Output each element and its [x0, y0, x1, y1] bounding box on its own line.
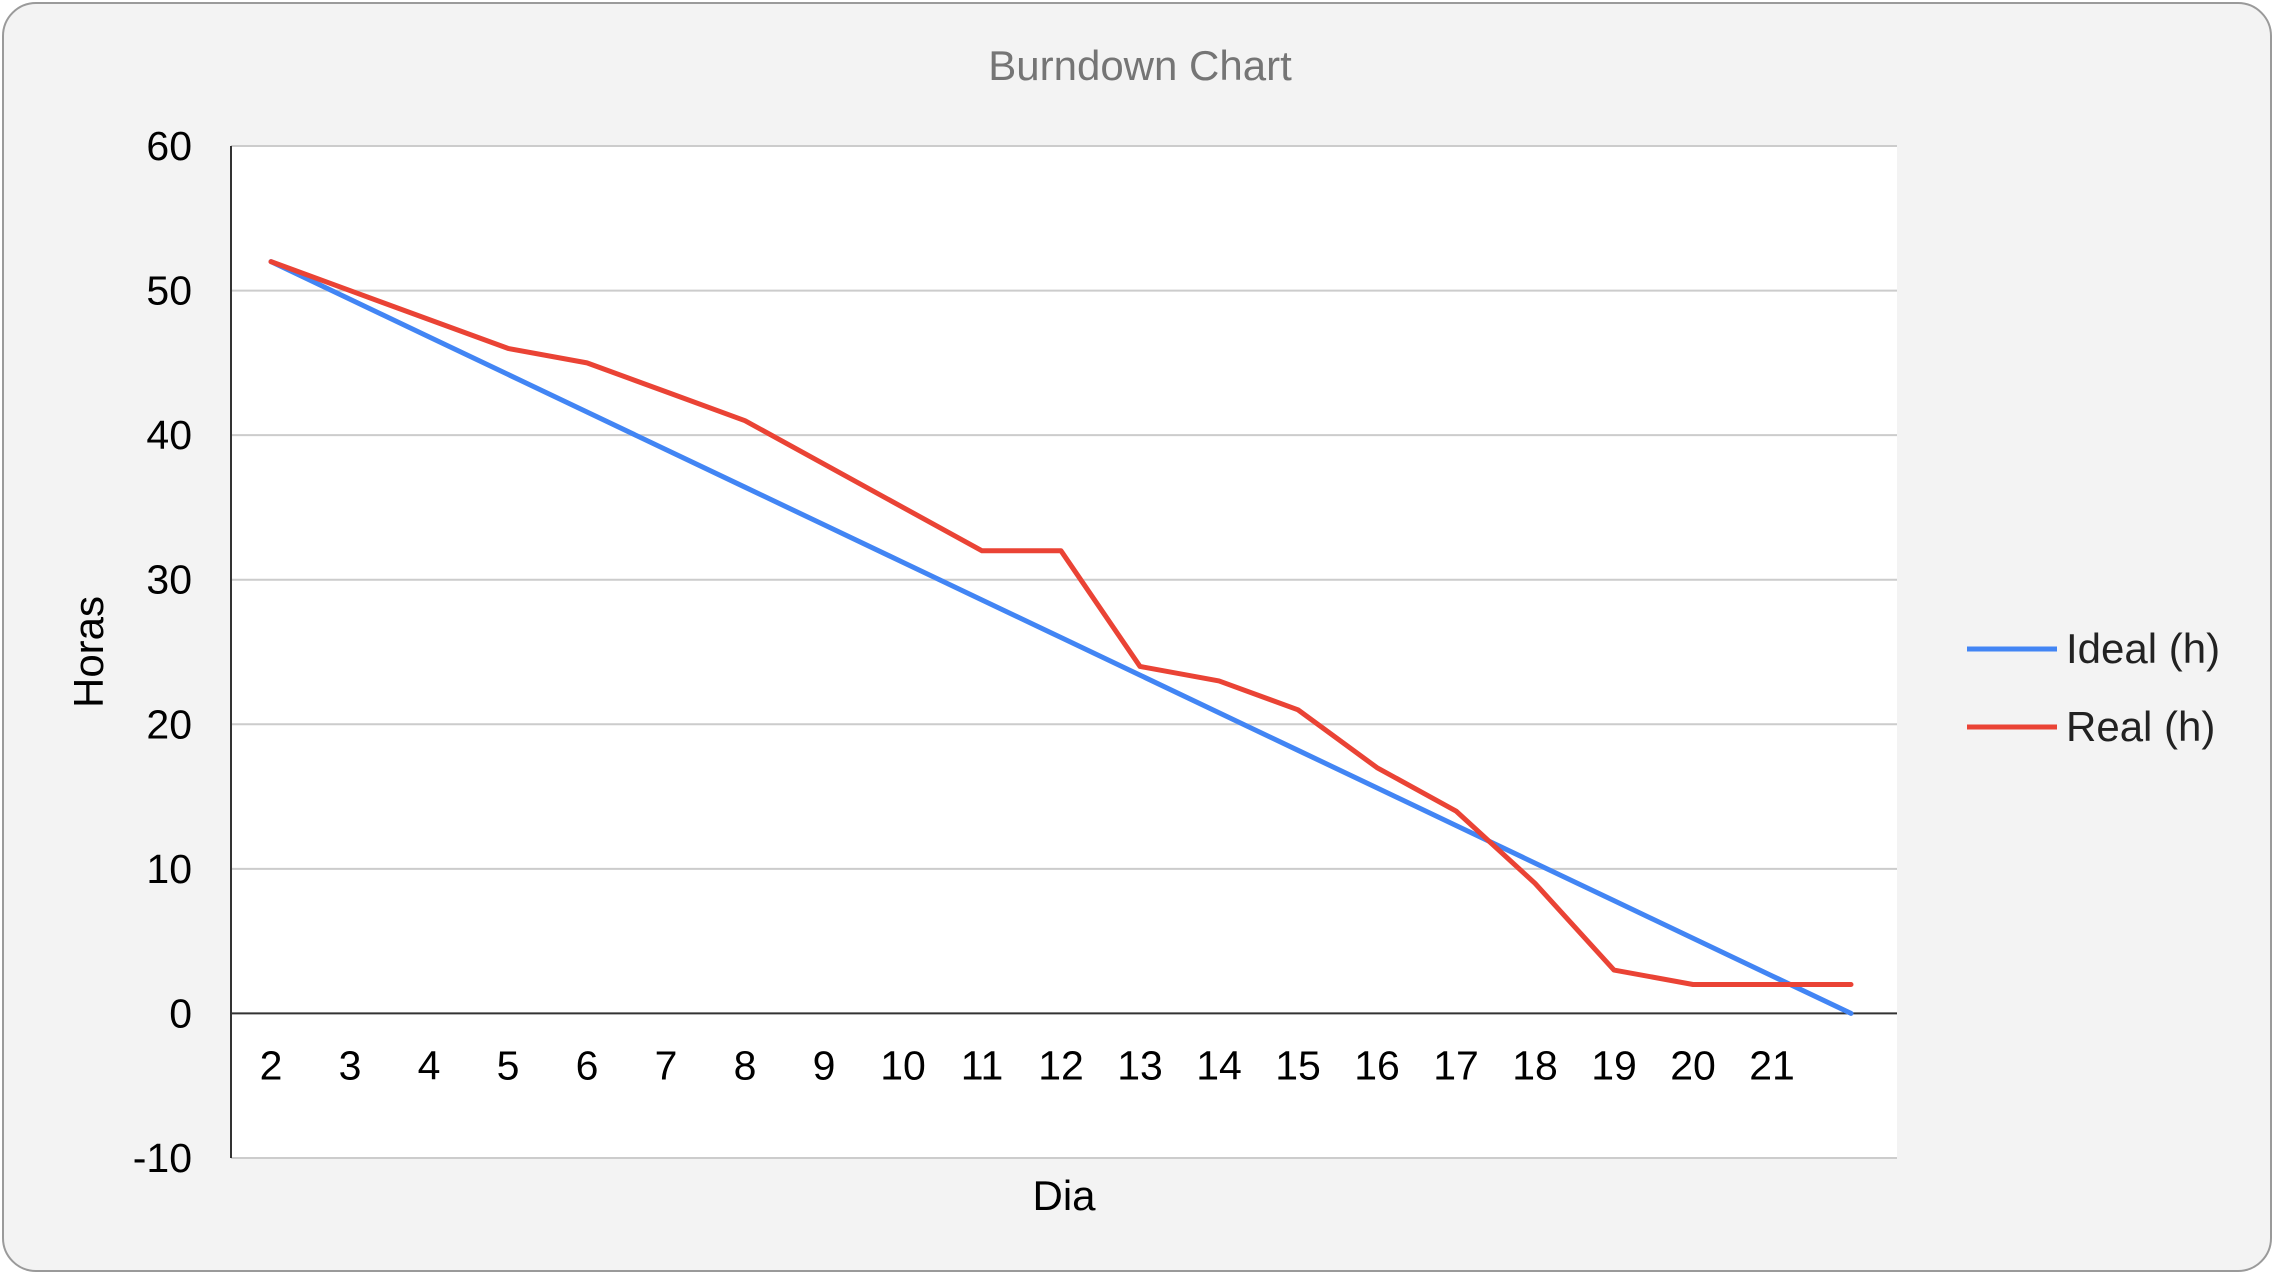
grid-lines: [230, 145, 1897, 1159]
x-tick-label: 21: [1749, 1042, 1795, 1088]
plot-area: [231, 146, 1897, 1158]
x-tick-label: 6: [576, 1042, 599, 1088]
x-axis-ticks: 2 3 4 5 6 7 8 9 10 11 12 13 14 15 16 17 18 19 20 21: [260, 1042, 1795, 1088]
x-tick-label: 18: [1512, 1042, 1558, 1088]
chart-title: Burndown Chart: [988, 42, 1292, 89]
y-tick-label: 60: [146, 123, 192, 169]
x-tick-label: 8: [734, 1042, 757, 1088]
x-tick-label: 15: [1275, 1042, 1321, 1088]
x-tick-label: 7: [655, 1042, 678, 1088]
x-tick-label: 13: [1117, 1042, 1163, 1088]
x-tick-label: 20: [1670, 1042, 1716, 1088]
y-axis-label: Horas: [65, 596, 112, 708]
x-tick-label: 10: [880, 1042, 926, 1088]
series-line-real: [268, 259, 1854, 988]
x-tick-label: 19: [1591, 1042, 1637, 1088]
legend-label: Ideal (h): [2066, 625, 2220, 672]
x-tick-label: 16: [1354, 1042, 1400, 1088]
legend-label: Real (h): [2066, 703, 2215, 750]
series-lines: [268, 259, 1854, 1016]
x-tick-label: 14: [1196, 1042, 1242, 1088]
x-tick-label: 4: [418, 1042, 441, 1088]
y-tick-label: 50: [146, 268, 192, 314]
x-tick-label: 9: [813, 1042, 836, 1088]
y-tick-label: 10: [146, 846, 192, 892]
y-axis-ticks: 60 50 40 30 20 10 0 -10: [133, 123, 192, 1181]
x-axis-label: Dia: [1032, 1172, 1096, 1219]
y-tick-label: 0: [169, 990, 192, 1036]
y-tick-label: 40: [146, 412, 192, 458]
x-tick-label: 3: [339, 1042, 362, 1088]
x-tick-label: 12: [1038, 1042, 1084, 1088]
y-tick-label: 20: [146, 701, 192, 747]
y-tick-label: -10: [133, 1135, 192, 1181]
burndown-chart: Burndown Chart 60 50 40 30 20 10 0 -10 2 3 4 5 6 7 8 9…: [65, 42, 2220, 1219]
x-tick-label: 5: [497, 1042, 520, 1088]
series-line-ideal: [268, 259, 1854, 1016]
x-tick-label: 17: [1433, 1042, 1479, 1088]
legend: Ideal (h) Real (h): [1967, 625, 2220, 750]
x-tick-label: 2: [260, 1042, 283, 1088]
y-tick-label: 30: [146, 557, 192, 603]
x-tick-label: 11: [961, 1042, 1004, 1088]
